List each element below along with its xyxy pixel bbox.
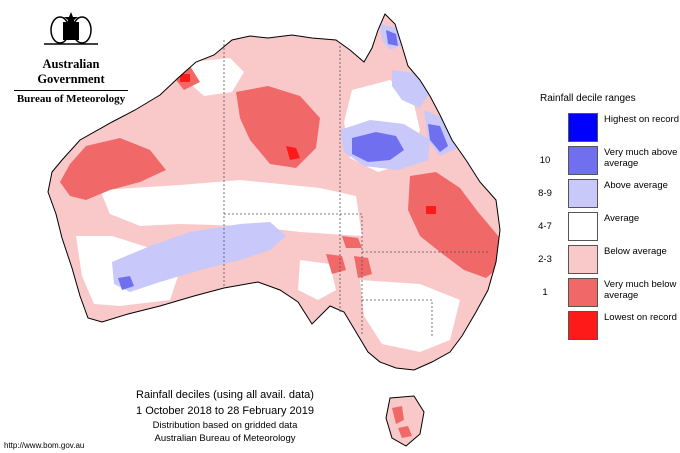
lowest-on-record-region <box>180 74 190 82</box>
very-much-below-average-region <box>398 426 412 438</box>
legend-label: Very much above average <box>604 147 678 169</box>
legend-swatch <box>568 212 598 241</box>
very-much-above-average-region <box>386 30 398 46</box>
legend-title: Rainfall decile ranges <box>540 93 636 104</box>
legend-row-average: 4-7 Average <box>530 212 680 242</box>
legend-swatch <box>568 278 598 307</box>
government-name: Australian Government <box>37 57 105 86</box>
very-much-below-average-region <box>408 172 500 278</box>
legend-label: Lowest on record <box>604 312 677 323</box>
state-borders <box>223 40 490 338</box>
legend-swatch <box>568 311 598 340</box>
map-source: Australian Bureau of Meteorology <box>154 433 296 444</box>
tasmania <box>385 395 425 447</box>
lowest-on-record-region <box>286 146 300 160</box>
average-region <box>100 180 362 236</box>
legend-key: 10 <box>539 155 551 166</box>
above-average-region <box>112 222 286 292</box>
legend-label: Below average <box>604 246 667 257</box>
average-region <box>360 280 460 352</box>
legend-label: Very much below average <box>604 279 677 301</box>
legend-row-below: 2-3 Below average <box>530 245 680 275</box>
legend-swatch <box>568 113 598 142</box>
very-much-below-average-region <box>354 256 372 278</box>
legend-label: Average <box>604 213 640 224</box>
very-much-above-average-region <box>118 276 134 290</box>
legend-row-very-much-below: 1 Very much below average <box>530 278 680 308</box>
legend-row-lowest: Lowest on record <box>530 311 680 341</box>
very-much-above-average-region <box>428 124 448 152</box>
legend-key: 4-7 <box>538 221 552 232</box>
divider <box>14 90 128 91</box>
map-period: 1 October 2018 to 28 February 2019 <box>136 405 314 417</box>
map-note: Distribution based on gridded data <box>152 420 298 431</box>
map-title: Rainfall deciles (using all avail. data) <box>136 389 314 401</box>
legend-row-highest: Highest on record <box>530 113 680 143</box>
legend-swatch <box>568 245 598 274</box>
very-much-below-average-region <box>392 406 404 424</box>
very-much-above-average-region <box>352 132 404 162</box>
legend-row-very-much-above: 10 Very much above average <box>530 146 680 176</box>
coat-of-arms-icon <box>44 12 98 45</box>
legend-row-above: 8-9 Above average <box>530 179 680 209</box>
average-region <box>298 260 336 300</box>
very-much-below-average-region <box>326 254 346 274</box>
lowest-on-record-region <box>426 206 436 214</box>
legend-swatch <box>568 146 598 175</box>
very-much-below-average-region <box>236 86 320 168</box>
legend-label: Highest on record <box>604 114 679 125</box>
agency-name: Bureau of Meteorology <box>16 93 126 105</box>
website-link[interactable]: http://www.bom.gov.au <box>4 441 85 450</box>
government-logo: Australian Government Bureau of Meteorol… <box>8 10 134 105</box>
average-region <box>188 58 244 96</box>
legend-key: 8-9 <box>538 188 552 199</box>
legend-key: 1 <box>542 287 548 298</box>
very-much-below-average-region <box>60 138 166 200</box>
legend-swatch <box>568 179 598 208</box>
very-much-below-average-region <box>342 236 362 248</box>
legend-key: 2-3 <box>538 254 552 265</box>
legend-label: Above average <box>604 180 668 191</box>
